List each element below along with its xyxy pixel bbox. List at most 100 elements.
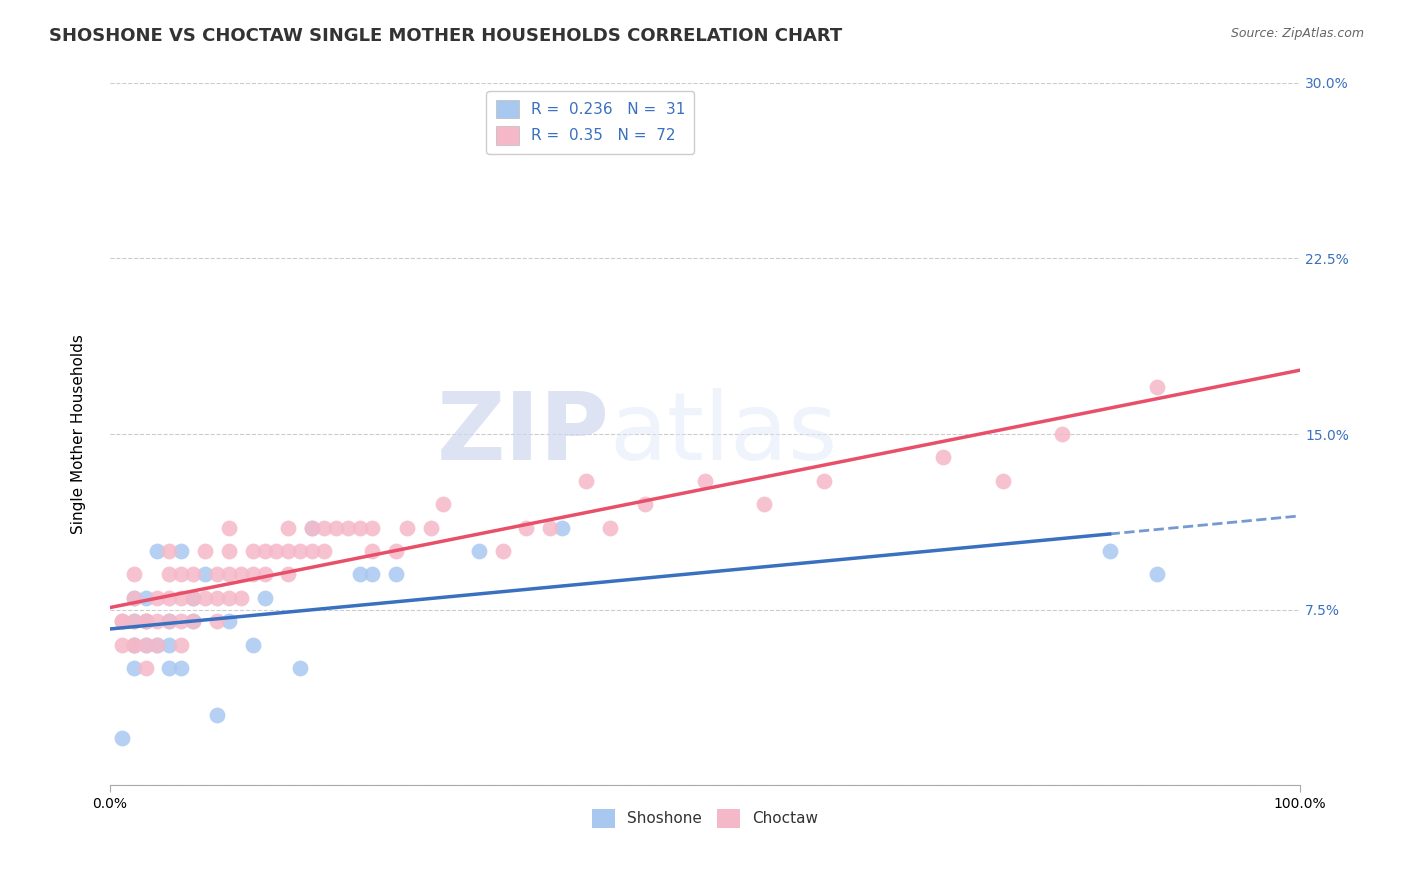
Point <box>194 544 217 558</box>
Point <box>146 544 169 558</box>
Point <box>122 591 145 605</box>
Point <box>266 544 288 558</box>
Point <box>420 521 443 535</box>
Point <box>360 567 382 582</box>
Point <box>384 544 406 558</box>
Point <box>301 544 323 558</box>
Point <box>170 614 193 628</box>
Point <box>157 614 180 628</box>
Point <box>135 661 157 675</box>
Point <box>242 544 264 558</box>
Point <box>218 591 240 605</box>
Point <box>135 614 157 628</box>
Point <box>1146 380 1168 394</box>
Point <box>181 591 204 605</box>
Point <box>384 567 406 582</box>
Point <box>301 521 323 535</box>
Point <box>991 474 1014 488</box>
Point <box>205 591 228 605</box>
Point <box>242 567 264 582</box>
Point <box>205 707 228 722</box>
Point <box>1146 567 1168 582</box>
Point <box>111 614 134 628</box>
Point <box>314 521 336 535</box>
Text: ZIP: ZIP <box>437 388 610 480</box>
Point <box>693 474 716 488</box>
Point <box>122 614 145 628</box>
Point <box>111 731 134 746</box>
Point <box>170 591 193 605</box>
Point <box>170 544 193 558</box>
Point <box>349 521 371 535</box>
Point <box>813 474 835 488</box>
Point <box>229 591 252 605</box>
Point <box>301 521 323 535</box>
Point <box>205 567 228 582</box>
Point <box>181 614 204 628</box>
Point <box>396 521 419 535</box>
Point <box>181 567 204 582</box>
Point <box>599 521 621 535</box>
Point <box>551 521 574 535</box>
Point <box>122 638 145 652</box>
Y-axis label: Single Mother Households: Single Mother Households <box>72 334 86 534</box>
Point <box>122 614 145 628</box>
Text: Source: ZipAtlas.com: Source: ZipAtlas.com <box>1230 27 1364 40</box>
Point <box>157 638 180 652</box>
Point <box>634 497 657 511</box>
Point <box>277 521 299 535</box>
Point <box>157 591 180 605</box>
Point <box>229 567 252 582</box>
Point <box>515 521 537 535</box>
Point <box>491 544 513 558</box>
Point <box>218 567 240 582</box>
Point <box>1050 427 1073 442</box>
Point <box>1098 544 1121 558</box>
Point <box>336 521 359 535</box>
Point <box>290 544 312 558</box>
Point <box>122 591 145 605</box>
Point <box>253 544 276 558</box>
Point <box>932 450 955 465</box>
Point <box>277 544 299 558</box>
Point <box>194 567 217 582</box>
Point <box>157 544 180 558</box>
Point <box>135 614 157 628</box>
Point <box>253 567 276 582</box>
Point <box>146 638 169 652</box>
Point <box>360 544 382 558</box>
Point <box>253 591 276 605</box>
Point <box>135 614 157 628</box>
Point <box>349 567 371 582</box>
Point <box>135 638 157 652</box>
Point <box>122 661 145 675</box>
Point <box>432 497 454 511</box>
Point <box>290 661 312 675</box>
Point <box>181 614 204 628</box>
Point <box>122 567 145 582</box>
Point <box>146 591 169 605</box>
Point <box>157 661 180 675</box>
Point <box>146 638 169 652</box>
Legend: Shoshone, Choctaw: Shoshone, Choctaw <box>586 803 824 834</box>
Point <box>146 614 169 628</box>
Point <box>242 638 264 652</box>
Point <box>122 638 145 652</box>
Point <box>194 591 217 605</box>
Point <box>218 614 240 628</box>
Point <box>157 614 180 628</box>
Point <box>325 521 347 535</box>
Point <box>218 521 240 535</box>
Point <box>157 567 180 582</box>
Point <box>135 638 157 652</box>
Point <box>360 521 382 535</box>
Point <box>575 474 598 488</box>
Text: atlas: atlas <box>610 388 838 480</box>
Text: SHOSHONE VS CHOCTAW SINGLE MOTHER HOUSEHOLDS CORRELATION CHART: SHOSHONE VS CHOCTAW SINGLE MOTHER HOUSEH… <box>49 27 842 45</box>
Point <box>181 591 204 605</box>
Point <box>170 567 193 582</box>
Point <box>135 591 157 605</box>
Point <box>277 567 299 582</box>
Point <box>538 521 561 535</box>
Point <box>170 661 193 675</box>
